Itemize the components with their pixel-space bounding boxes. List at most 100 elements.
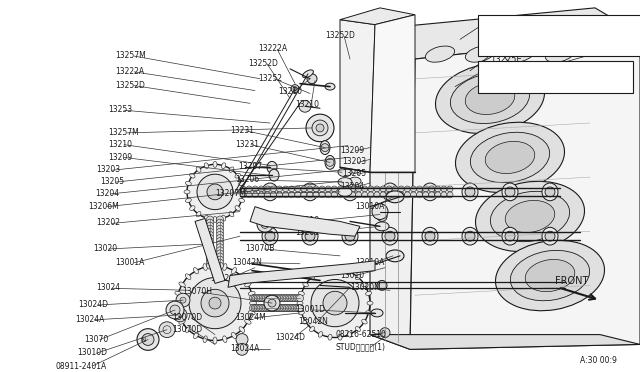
Ellipse shape (328, 334, 332, 340)
Ellipse shape (338, 168, 352, 177)
Circle shape (216, 222, 223, 229)
Circle shape (404, 186, 410, 192)
Ellipse shape (223, 336, 227, 343)
Circle shape (258, 305, 264, 311)
Circle shape (372, 204, 388, 219)
Circle shape (368, 192, 374, 198)
Circle shape (313, 186, 319, 192)
Ellipse shape (298, 291, 305, 295)
Ellipse shape (510, 250, 589, 301)
Circle shape (313, 192, 319, 198)
Ellipse shape (186, 198, 191, 202)
Ellipse shape (232, 332, 236, 339)
Circle shape (285, 295, 292, 302)
Text: 13010: 13010 (295, 217, 319, 225)
Ellipse shape (382, 227, 398, 245)
Circle shape (216, 244, 223, 251)
Circle shape (207, 250, 214, 257)
Circle shape (216, 216, 223, 223)
Circle shape (271, 305, 278, 311)
Ellipse shape (465, 46, 495, 62)
Ellipse shape (223, 264, 227, 270)
Ellipse shape (235, 173, 241, 178)
Ellipse shape (244, 320, 251, 324)
Ellipse shape (502, 183, 518, 201)
Circle shape (278, 295, 285, 302)
Circle shape (325, 186, 332, 192)
Ellipse shape (386, 191, 404, 203)
Text: 13252D: 13252D (115, 81, 145, 90)
Bar (478, 15, 640, 56)
Text: 13210: 13210 (278, 87, 302, 96)
Circle shape (250, 305, 257, 311)
Ellipse shape (470, 132, 550, 183)
Ellipse shape (239, 181, 244, 186)
Ellipse shape (320, 141, 330, 154)
Text: 13210: 13210 (295, 100, 319, 109)
Circle shape (422, 186, 429, 192)
Circle shape (271, 295, 278, 302)
Ellipse shape (297, 301, 303, 305)
Circle shape (398, 192, 404, 198)
Ellipse shape (338, 266, 342, 272)
Circle shape (264, 186, 270, 192)
Ellipse shape (349, 154, 361, 161)
Ellipse shape (239, 198, 244, 202)
Circle shape (295, 192, 301, 198)
Circle shape (276, 186, 282, 192)
Circle shape (282, 295, 289, 302)
Text: 13222A: 13222A (115, 67, 144, 76)
Circle shape (259, 192, 264, 198)
Text: 13225E: 13225E (490, 55, 522, 64)
Circle shape (207, 259, 214, 266)
Ellipse shape (422, 183, 438, 201)
Circle shape (392, 186, 398, 192)
Ellipse shape (203, 264, 207, 270)
Circle shape (256, 305, 263, 311)
Ellipse shape (239, 274, 244, 279)
Ellipse shape (248, 311, 255, 315)
Circle shape (274, 295, 281, 302)
Text: 13209: 13209 (108, 153, 132, 161)
Text: 13204: 13204 (95, 189, 119, 198)
Text: 13001D: 13001D (295, 305, 325, 314)
Circle shape (261, 295, 268, 302)
Circle shape (307, 74, 317, 84)
Polygon shape (340, 20, 375, 172)
Ellipse shape (355, 327, 360, 332)
Ellipse shape (204, 163, 209, 169)
Circle shape (284, 305, 291, 311)
Circle shape (337, 186, 344, 192)
Ellipse shape (193, 332, 198, 339)
Circle shape (207, 247, 214, 254)
Ellipse shape (426, 46, 454, 62)
Ellipse shape (213, 337, 217, 344)
Circle shape (349, 192, 356, 198)
Ellipse shape (495, 240, 605, 311)
Circle shape (251, 295, 258, 302)
Circle shape (246, 186, 252, 192)
Circle shape (259, 186, 264, 192)
Ellipse shape (229, 167, 234, 172)
Circle shape (305, 187, 315, 197)
Circle shape (254, 305, 261, 311)
Circle shape (425, 231, 435, 241)
Circle shape (264, 295, 280, 311)
Circle shape (261, 305, 268, 311)
Circle shape (319, 186, 325, 192)
Circle shape (240, 192, 246, 198)
Circle shape (429, 186, 435, 192)
Ellipse shape (303, 70, 314, 78)
Circle shape (429, 192, 435, 198)
Ellipse shape (221, 163, 226, 169)
Ellipse shape (355, 275, 360, 280)
Circle shape (257, 217, 273, 232)
Polygon shape (370, 334, 640, 349)
Circle shape (311, 279, 359, 327)
Circle shape (264, 192, 270, 198)
Circle shape (377, 280, 387, 290)
Ellipse shape (525, 259, 575, 292)
Circle shape (189, 278, 241, 329)
Text: 13070H: 13070H (182, 287, 212, 296)
Text: 13253: 13253 (108, 105, 132, 114)
